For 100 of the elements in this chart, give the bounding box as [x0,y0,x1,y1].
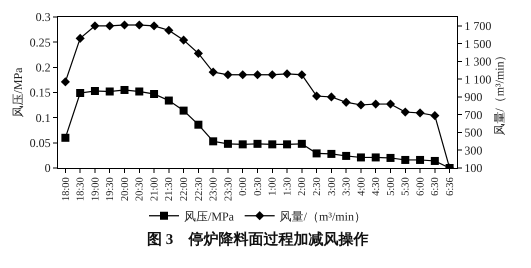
y-tick-label: 0 [44,161,51,176]
point [90,86,99,95]
point [268,70,277,80]
x-tick-label: 1:30 [282,177,294,196]
x-tick-label: 19:30 [105,177,116,202]
point [179,36,188,45]
y2-axis-title: 风量/（m³/min） [492,49,506,136]
point [60,77,70,86]
point [209,137,218,146]
x-tick-label: 2:30 [312,177,324,196]
x-tick-label: 3:30 [342,177,353,196]
x-tick-label: 3:00 [326,177,338,196]
point [430,111,440,120]
point [61,134,70,142]
x-tick-label: 5:00 [386,177,397,196]
point [342,98,351,107]
point [326,92,336,102]
x-tick-label: 6:00 [415,177,426,196]
x-tick-label: 4:30 [371,177,382,196]
point [254,140,262,148]
point [371,100,380,109]
y2-tick-label: 700 [464,108,482,122]
x-tick-label: 4:00 [356,177,368,196]
x-tick-label: 0:00 [238,177,250,196]
point [297,70,306,80]
point [312,92,322,101]
point [386,100,396,109]
point [76,34,85,43]
point [120,20,130,30]
x-tick-label: 6:36 [445,177,456,196]
point [150,21,159,30]
y-tick-label: 0.3 [36,10,51,24]
x-tick-label: 21:30 [164,177,176,202]
point [76,89,84,97]
x-tick-label: 6:30 [430,177,442,196]
point [106,87,114,96]
x-tick-label: 2:00 [297,177,308,196]
point [416,156,424,164]
point [283,140,292,148]
x-tick-label: 22:30 [194,177,205,202]
point [164,96,173,105]
x-tick-label: 0:30 [252,177,264,196]
y-tick-label: 0.05 [30,136,51,150]
x-tick-label: 20:00 [120,177,131,202]
point [134,20,144,30]
point [312,149,321,158]
point [150,90,158,98]
point [268,140,276,148]
point [238,140,247,148]
y2-tick-label: 100 [464,161,482,176]
point [327,150,336,158]
point [372,153,380,162]
point [298,140,306,148]
y-tick-label: 0.2 [36,60,51,75]
point [223,70,232,80]
point [90,21,100,30]
y-tick-label: 0.15 [30,86,51,100]
y-axis-title: 风压/MPa [10,66,25,118]
point [401,156,410,164]
point [386,154,394,162]
y2-tick-label: 1 700 [464,19,492,34]
point [135,87,144,96]
point [342,152,350,160]
point [194,120,202,129]
x-tick-label: 20:30 [134,177,146,202]
y2-tick-label: 500 [464,126,482,140]
x-tick-label: 23:00 [208,177,220,202]
x-tick-label: 5:30 [400,177,412,196]
x-tick-label: 22:00 [179,177,190,202]
x-tick-label: 21:00 [149,177,160,202]
point [224,140,232,148]
point [252,70,262,80]
point [416,108,425,118]
point [356,100,366,110]
point [180,106,188,115]
x-tick-label: 19:00 [90,177,102,202]
y2-tick-label: 300 [464,143,482,158]
legend-label: 风压/MPa [184,209,235,224]
y-tick-label: 0.1 [36,110,51,125]
y2-tick-label: 1 500 [464,36,492,51]
point [238,70,248,80]
x-tick-label: 1:00 [268,177,279,196]
point [282,69,292,78]
point [120,86,128,94]
y2-tick-label: 1 300 [464,54,492,69]
point [400,107,410,117]
point [164,26,174,35]
x-tick-label: 18:30 [76,177,87,202]
point [208,68,218,77]
point [430,156,439,165]
x-tick-label: 23:30 [223,177,234,202]
y2-tick-label: 900 [464,90,482,104]
text: 图 3 停炉降料面过程加减风操作 [147,230,368,248]
point [105,21,114,30]
x-tick-label: 18:00 [60,177,72,202]
y-tick-label: 0.25 [30,35,51,50]
legend-label: 风量/（m³/min） [280,209,366,224]
y2-tick-label: 1 100 [464,72,492,86]
point [356,153,365,162]
point [194,48,203,58]
